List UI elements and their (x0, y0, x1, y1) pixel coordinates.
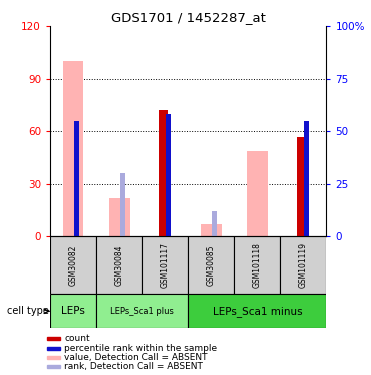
Bar (47, 346, 60, 350)
Text: GSM30085: GSM30085 (207, 244, 216, 286)
Text: LEPs: LEPs (61, 306, 85, 316)
Text: count: count (64, 334, 90, 343)
Bar (188, 236, 234, 294)
Bar (50, 294, 96, 328)
Bar (201, 224, 222, 236)
Bar (298, 136, 306, 236)
Text: cell type: cell type (7, 306, 49, 316)
Text: value, Detection Call = ABSENT: value, Detection Call = ABSENT (64, 353, 208, 362)
Bar (96, 294, 188, 328)
Bar (212, 211, 217, 236)
Text: GSM101117: GSM101117 (161, 242, 170, 288)
Bar (166, 114, 171, 236)
Bar (47, 337, 60, 340)
Bar (159, 110, 168, 236)
Bar (47, 356, 60, 359)
Text: GSM101119: GSM101119 (299, 242, 308, 288)
Bar (119, 173, 125, 236)
Bar (142, 236, 188, 294)
Text: GSM30084: GSM30084 (115, 244, 124, 286)
Bar (247, 150, 268, 236)
Bar (63, 61, 83, 236)
Title: GDS1701 / 1452287_at: GDS1701 / 1452287_at (111, 11, 266, 24)
Bar (234, 236, 280, 294)
Bar (73, 121, 79, 236)
Bar (109, 198, 129, 236)
Bar (47, 365, 60, 368)
Bar (188, 294, 326, 328)
Bar (50, 236, 96, 294)
Text: GSM30082: GSM30082 (69, 244, 78, 286)
Bar (96, 236, 142, 294)
Text: GSM101118: GSM101118 (253, 242, 262, 288)
Text: percentile rank within the sample: percentile rank within the sample (64, 344, 217, 352)
Text: rank, Detection Call = ABSENT: rank, Detection Call = ABSENT (64, 362, 203, 371)
Bar (304, 121, 309, 236)
Text: LEPs_Sca1 plus: LEPs_Sca1 plus (110, 307, 174, 316)
Text: LEPs_Sca1 minus: LEPs_Sca1 minus (213, 306, 302, 317)
Bar (280, 236, 326, 294)
